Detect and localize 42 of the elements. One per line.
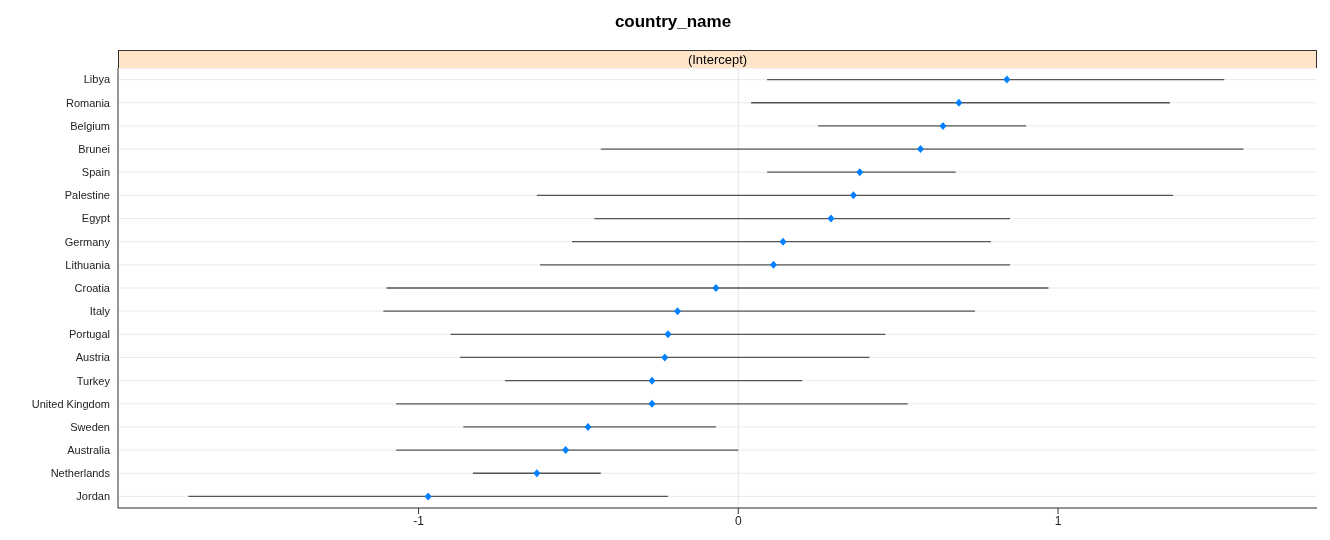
y-tick-label: Croatia [74,281,111,294]
point [856,168,864,177]
y-tick-label: Spain [81,166,110,179]
chart-title: country_name [613,11,733,33]
point [533,469,541,478]
chart-subtitle: (Intercept) [118,50,1317,68]
y-tick-label: Austria [75,351,111,364]
y-tick-label: Germany [64,235,111,248]
y-tick-label: Jordan [76,490,110,503]
point [827,214,835,223]
y-tick-label: Egypt [81,212,110,225]
y-tick-label: Romania [65,96,111,109]
y-tick-label: Lithuania [65,258,111,271]
x-tick-label: -1 [413,513,425,528]
point [1003,75,1011,84]
y-tick-label: Sweden [70,420,110,433]
point [779,237,787,246]
point [955,98,963,107]
x-tick-label: 1 [1054,513,1062,528]
y-tick-label: Portugal [69,328,110,341]
x-tick-label: 0 [734,513,742,528]
y-tick-label: Brunei [78,142,110,155]
point [674,307,682,316]
point [562,446,570,455]
y-tick-label: United Kingdom [31,397,110,410]
point [661,353,669,362]
point [712,284,720,292]
y-tick-label: Turkey [76,374,111,387]
y-tick-label: Netherlands [50,467,111,480]
point [917,145,925,154]
y-tick-label: Libya [83,73,111,86]
point [648,399,656,408]
point [849,191,857,200]
y-tick-label: Palestine [64,189,110,202]
y-tick-label: Australia [67,444,111,457]
point [664,330,672,339]
point [648,376,656,385]
y-tick-label: Belgium [70,119,110,132]
point [769,260,777,269]
y-tick-label: Italy [89,305,111,318]
point [424,492,432,501]
point [939,121,947,130]
